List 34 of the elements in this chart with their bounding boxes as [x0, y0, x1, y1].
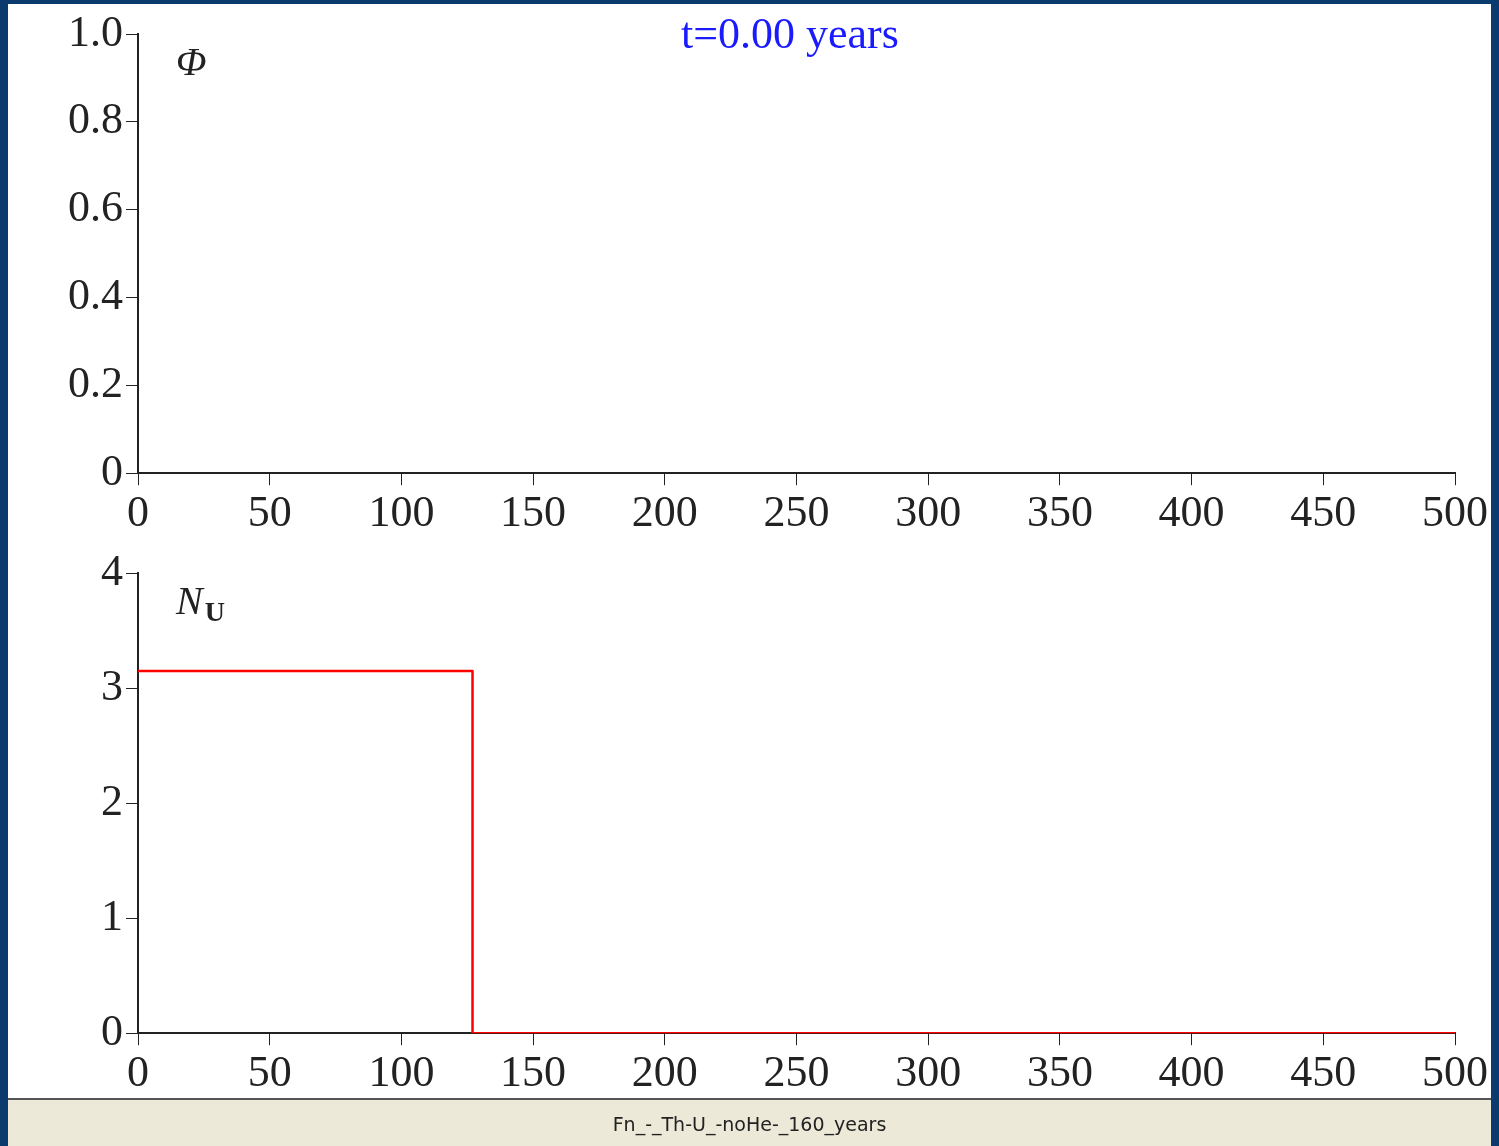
x-tick-label: 250: [763, 487, 830, 537]
x-tick-label: 450: [1290, 1047, 1357, 1097]
x-tick-label: 300: [895, 1047, 962, 1097]
y-tick-label: 3: [101, 660, 123, 710]
x-tick-label: 300: [895, 487, 962, 537]
x-tick-label: 400: [1158, 487, 1225, 537]
x-tick-label: 400: [1158, 1047, 1225, 1097]
x-tick-label: 350: [1026, 487, 1093, 537]
y-tick-label: 0.2: [68, 357, 123, 407]
x-tick-label: 50: [247, 1047, 292, 1097]
y-tick-label: 4: [101, 545, 123, 595]
x-tick-label: 450: [1290, 487, 1357, 537]
y-tick-label: 0: [101, 1005, 123, 1055]
y-tick-label: 0: [101, 445, 123, 495]
y-tick-label: 0.8: [68, 94, 123, 144]
y-axis-title: Φ: [176, 38, 207, 84]
x-tick-label: 200: [631, 487, 698, 537]
y-tick-label: 0.6: [68, 182, 123, 232]
x-tick-label: 150: [500, 487, 567, 537]
x-tick-label: 150: [500, 1047, 567, 1097]
x-tick-label: 500: [1422, 487, 1488, 537]
x-tick-label: 250: [763, 1047, 830, 1097]
text: Fn_-_Th-U_-noHe-_160_years: [612, 1113, 887, 1135]
y-tick-label: 1.0: [68, 6, 123, 56]
chart-title: t=0.00 years: [680, 8, 899, 58]
x-tick-label: 50: [247, 487, 292, 537]
y-tick-label: 2: [101, 775, 123, 825]
x-tick-label: 100: [368, 1047, 435, 1097]
y-tick-label: 0.4: [68, 270, 123, 320]
x-tick-label: 500: [1422, 1047, 1488, 1097]
x-tick-label: 200: [631, 1047, 698, 1097]
x-tick-label: 350: [1026, 1047, 1093, 1097]
x-tick-label: 100: [368, 487, 435, 537]
y-tick-label: 1: [101, 890, 123, 940]
